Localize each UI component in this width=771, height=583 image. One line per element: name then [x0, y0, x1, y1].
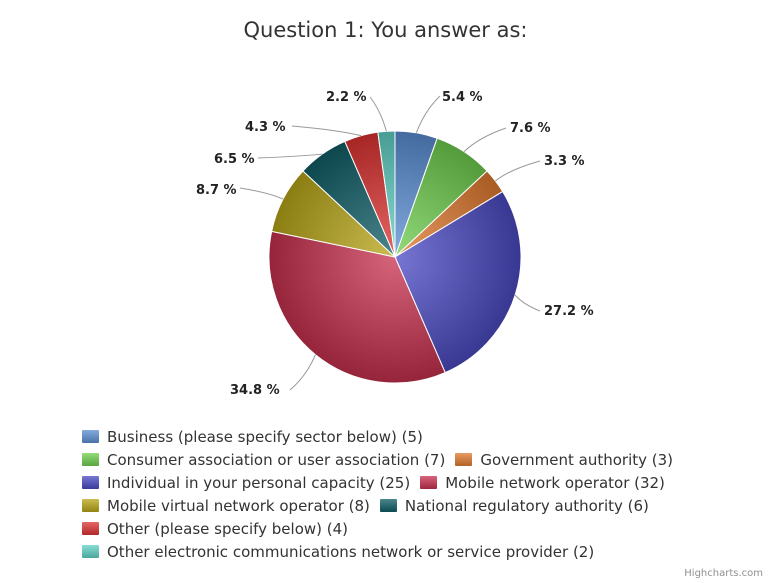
legend-item-4[interactable]: Individual in your personal capacity (25…: [82, 472, 410, 495]
data-label-5: 34.8 %: [230, 383, 280, 398]
legend-swatch: [82, 545, 99, 558]
legend-row: Individual in your personal capacity (25…: [82, 472, 762, 495]
data-label-6: 8.7 %: [196, 183, 237, 198]
legend-item-9[interactable]: Other electronic communications network …: [82, 541, 594, 564]
label-connector-6: [239, 187, 284, 200]
legend-label: Individual in your personal capacity (25…: [107, 474, 411, 492]
label-connectors: [239, 95, 541, 391]
legend-item-1[interactable]: Business (please specify sector below) (…: [82, 426, 423, 449]
data-label-2: 7.6 %: [510, 121, 551, 136]
legend-item-6[interactable]: Mobile virtual network operator (8): [82, 495, 370, 518]
legend-swatch: [82, 522, 99, 535]
legend-label: Other (please specify below) (4): [107, 520, 349, 538]
data-labels: 5.4 % 7.6 % 3.3 % 27.2 % 34.8 % 8.7 % 6.5 % 4.3…: [196, 90, 594, 398]
label-connector-3: [495, 160, 541, 182]
data-label-9: 2.2 %: [326, 90, 367, 105]
legend-label: Government authority (3): [480, 451, 674, 469]
credits-link[interactable]: Highcharts.com: [684, 568, 763, 579]
pie-slices: [268, 130, 522, 384]
label-connector-4: [514, 294, 541, 312]
legend-label: Business (please specify sector below) (…: [107, 428, 423, 446]
label-connector-1: [415, 95, 441, 134]
legend-swatch: [82, 499, 99, 512]
pie-slice-4[interactable]: [394, 190, 522, 374]
legend-swatch: [379, 499, 397, 512]
legend-label: Consumer association or user association…: [107, 451, 446, 469]
data-label-4: 27.2 %: [544, 304, 594, 319]
legend-label: National regulatory authority (6): [404, 497, 649, 515]
legend: Business (please specify sector below) (…: [82, 426, 762, 564]
label-connector-9: [369, 96, 387, 132]
legend-row: Other (please specify below) (4): [82, 518, 762, 541]
legend-row: Consumer association or user association…: [82, 449, 762, 472]
label-connector-7: [257, 153, 323, 159]
legend-item-2[interactable]: Consumer association or user association…: [82, 449, 445, 472]
legend-item-3[interactable]: Government authority (3): [455, 449, 673, 472]
label-connector-2: [463, 127, 507, 153]
data-label-3: 3.3 %: [544, 154, 585, 169]
legend-item-8[interactable]: Other (please specify below) (4): [82, 518, 348, 541]
legend-swatch: [455, 453, 473, 466]
chart-title: Question 1: You answer as:: [243, 18, 528, 42]
legend-row: Other electronic communications network …: [82, 541, 762, 564]
label-connector-8: [291, 125, 362, 137]
pie-plot: 5.4 % 7.6 % 3.3 % 27.2 % 34.8 % 8.7 % 6.5 % 4.3…: [196, 90, 594, 398]
legend-label: Mobile virtual network operator (8): [107, 497, 370, 515]
label-connector-5: [289, 354, 316, 391]
legend-row: Mobile virtual network operator (8) Natio…: [82, 495, 762, 518]
data-label-7: 6.5 %: [214, 152, 255, 167]
data-label-8: 4.3 %: [245, 120, 286, 135]
legend-swatch: [82, 453, 99, 466]
legend-item-5[interactable]: Mobile network operator (32): [420, 472, 665, 495]
legend-swatch: [420, 476, 438, 489]
legend-label: Other electronic communications network …: [107, 543, 595, 561]
legend-swatch: [82, 476, 99, 489]
legend-swatch: [82, 430, 99, 443]
legend-label: Mobile network operator (32): [445, 474, 665, 492]
data-label-1: 5.4 %: [442, 90, 483, 105]
legend-item-7[interactable]: National regulatory authority (6): [379, 495, 649, 518]
pie-slice-9[interactable]: [377, 130, 396, 258]
legend-row: Business (please specify sector below) (…: [82, 426, 762, 449]
